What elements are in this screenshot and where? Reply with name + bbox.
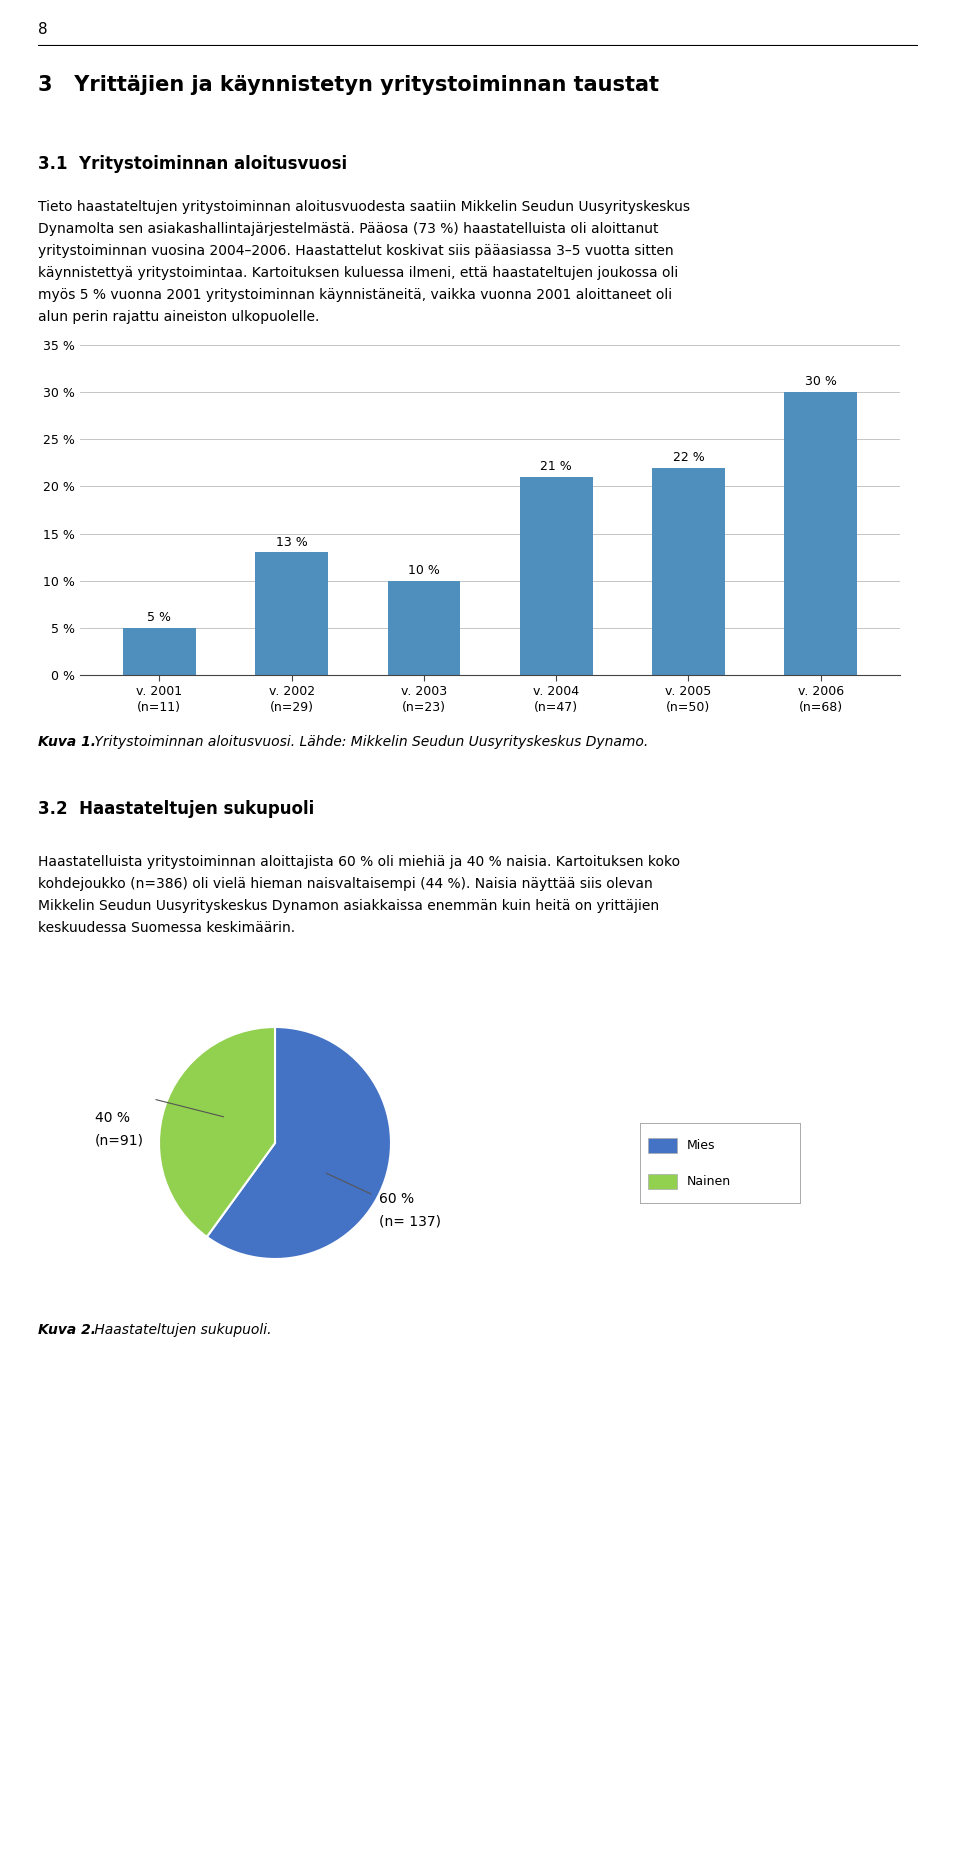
Text: käynnistettyä yritystoimintaa. Kartoituksen kuluessa ilmeni, että haastateltujen: käynnistettyä yritystoimintaa. Kartoituk…: [38, 266, 679, 281]
Text: Mies: Mies: [686, 1138, 715, 1151]
Text: Haastateltujen sukupuoli.: Haastateltujen sukupuoli.: [90, 1324, 272, 1337]
Text: Haastatelluista yritystoiminnan aloittajista 60 % oli miehiä ja 40 % naisia. Kar: Haastatelluista yritystoiminnan aloittaj…: [38, 856, 680, 869]
Text: 3   Yrittäjien ja käynnistetyn yritystoiminnan taustat: 3 Yrittäjien ja käynnistetyn yritystoimi…: [38, 75, 659, 95]
Bar: [652, 468, 725, 676]
Bar: [648, 1138, 677, 1153]
Text: 5 %: 5 %: [147, 610, 171, 623]
Bar: [648, 1174, 677, 1189]
Bar: [255, 552, 328, 676]
Text: Nainen: Nainen: [686, 1176, 731, 1189]
Text: (n=91): (n=91): [95, 1134, 144, 1148]
Bar: [388, 580, 460, 676]
Text: alun perin rajattu aineiston ulkopuolelle.: alun perin rajattu aineiston ulkopuolell…: [38, 311, 320, 324]
Text: 8: 8: [38, 22, 48, 37]
Text: Tieto haastateltujen yritystoiminnan aloitusvuodesta saatiin Mikkelin Seudun Uus: Tieto haastateltujen yritystoiminnan alo…: [38, 200, 690, 213]
Text: keskuudessa Suomessa keskimäärin.: keskuudessa Suomessa keskimäärin.: [38, 921, 295, 934]
Wedge shape: [206, 1028, 391, 1260]
Text: 22 %: 22 %: [673, 451, 705, 464]
Text: 10 %: 10 %: [408, 563, 440, 577]
Bar: [784, 391, 857, 676]
Text: 21 %: 21 %: [540, 461, 572, 474]
Text: Dynamolta sen asiakashallintajärjestelmästä. Pääosa (73 %) haastatelluista oli a: Dynamolta sen asiakashallintajärjestelmä…: [38, 223, 659, 236]
Text: myös 5 % vuonna 2001 yritystoiminnan käynnistäneitä, vaikka vuonna 2001 aloittan: myös 5 % vuonna 2001 yritystoiminnan käy…: [38, 288, 672, 301]
Text: Kuva 1.: Kuva 1.: [38, 736, 96, 749]
Wedge shape: [159, 1028, 275, 1237]
Bar: [123, 627, 196, 676]
Text: 30 %: 30 %: [804, 376, 836, 388]
Text: Kuva 2.: Kuva 2.: [38, 1324, 96, 1337]
Text: (n= 137): (n= 137): [379, 1215, 442, 1228]
Text: 40 %: 40 %: [95, 1110, 131, 1125]
Text: 13 %: 13 %: [276, 535, 307, 548]
Bar: [519, 477, 592, 676]
Text: 3.1  Yritystoiminnan aloitusvuosi: 3.1 Yritystoiminnan aloitusvuosi: [38, 155, 348, 172]
Text: kohdejoukko (n=386) oli vielä hieman naisvaltaisempi (44 %). Naisia näyttää siis: kohdejoukko (n=386) oli vielä hieman nai…: [38, 876, 653, 891]
Text: 60 %: 60 %: [379, 1192, 415, 1206]
Text: yritystoiminnan vuosina 2004–2006. Haastattelut koskivat siis pääasiassa 3–5 vuo: yritystoiminnan vuosina 2004–2006. Haast…: [38, 243, 674, 258]
Text: Yritystoiminnan aloitusvuosi. Lähde: Mikkelin Seudun Uusyrityskeskus Dynamo.: Yritystoiminnan aloitusvuosi. Lähde: Mik…: [90, 736, 648, 749]
Text: Mikkelin Seudun Uusyrityskeskus Dynamon asiakkaissa enemmän kuin heitä on yrittä: Mikkelin Seudun Uusyrityskeskus Dynamon …: [38, 899, 660, 914]
Text: 3.2  Haastateltujen sukupuoli: 3.2 Haastateltujen sukupuoli: [38, 799, 314, 818]
